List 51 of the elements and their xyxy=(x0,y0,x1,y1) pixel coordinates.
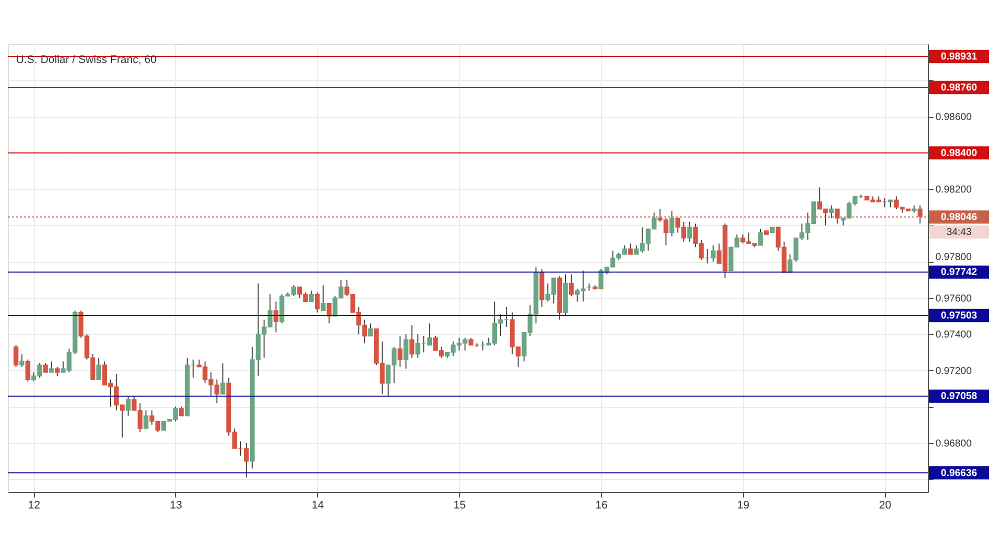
candlestick xyxy=(326,302,332,324)
candlestick xyxy=(320,284,326,312)
y-tick-label: 0.97400 xyxy=(936,330,972,341)
candlestick xyxy=(126,395,131,416)
candlestick xyxy=(314,292,320,313)
text: U.S. Dollar / Swiss Franc, 60 xyxy=(16,54,157,66)
x-tick-label: 13 xyxy=(170,500,182,512)
candlestick xyxy=(96,357,102,380)
candlestick xyxy=(43,362,48,373)
candlestick xyxy=(144,410,148,430)
y-tick-label: 0.97800 xyxy=(936,252,972,264)
candlestick xyxy=(569,274,574,297)
candlestick xyxy=(834,208,840,224)
y-tick-label: 0.97200 xyxy=(936,366,972,377)
ref-line-label: 0.97742 xyxy=(940,267,978,278)
candlestick xyxy=(758,228,763,246)
candlestick xyxy=(687,221,692,242)
candlestick xyxy=(669,210,674,237)
candlestick xyxy=(404,334,408,370)
candlestick xyxy=(398,336,402,368)
candlestick xyxy=(14,344,18,368)
candlestick xyxy=(220,362,226,395)
x-tick-label: 16 xyxy=(595,500,608,512)
ref-line-label: 0.98931 xyxy=(940,52,978,63)
ref-line-label: 0.98046 xyxy=(940,212,978,224)
y-tick-label: 0.98200 xyxy=(936,184,972,196)
candlestick xyxy=(829,204,834,219)
text: 34:43 xyxy=(946,227,972,238)
candlestick xyxy=(25,359,30,382)
x-tick-label: 14 xyxy=(312,500,324,512)
x-tick-label: 12 xyxy=(28,500,40,512)
ref-line-label: 0.97058 xyxy=(940,391,978,402)
x-tick-label: 19 xyxy=(737,500,750,512)
y-tick-label: 0.96800 xyxy=(936,438,972,450)
candlestick xyxy=(309,290,314,302)
candlestick xyxy=(628,243,633,255)
candlestick xyxy=(49,360,54,373)
candlestick xyxy=(409,324,414,358)
y-tick-label: 0.97600 xyxy=(936,293,972,304)
candlestick xyxy=(19,354,24,368)
ref-line-label: 0.96636 xyxy=(940,468,978,479)
ref-line-label: 0.98760 xyxy=(940,82,978,94)
candlestick xyxy=(179,406,184,416)
candlestick xyxy=(918,204,922,224)
candlestick xyxy=(274,301,278,333)
y-tick-label: 0.98600 xyxy=(936,112,972,124)
ref-line-label: 0.97503 xyxy=(940,310,978,322)
x-tick-label: 15 xyxy=(454,500,466,512)
candlestick xyxy=(368,322,373,337)
x-tick-label: 20 xyxy=(878,500,892,512)
ref-line-label: 0.98400 xyxy=(940,148,978,159)
